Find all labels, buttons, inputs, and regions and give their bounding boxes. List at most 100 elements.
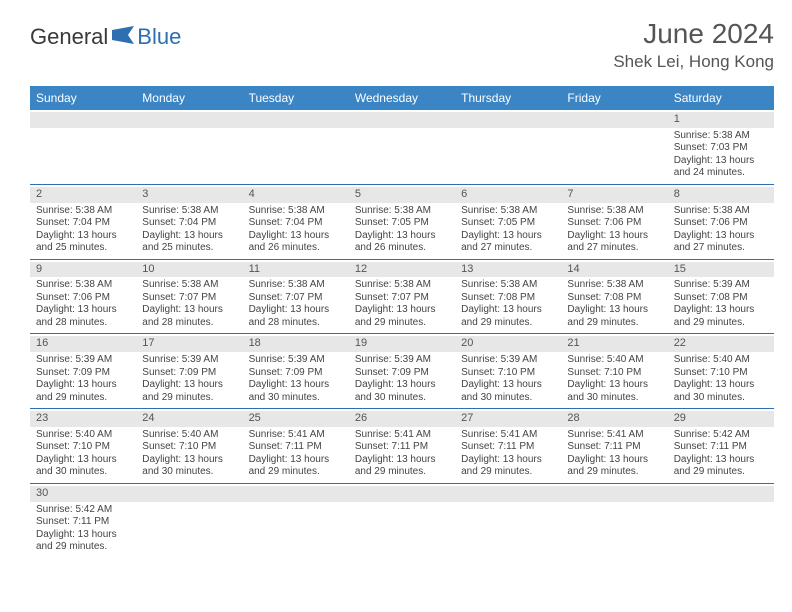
calendar-cell — [349, 110, 455, 184]
calendar-cell: 25 Sunrise: 5:41 AMSunset: 7:11 PMDayligh… — [243, 409, 349, 484]
day-number-empty — [349, 486, 455, 502]
day-header: Monday — [136, 86, 242, 110]
day-number: 16 — [30, 336, 136, 352]
day-info: Sunrise: 5:38 AMSunset: 7:07 PMDaylight:… — [355, 279, 449, 329]
header: General Blue June 2024 Shek Lei, Hong Ko… — [30, 18, 774, 72]
calendar-cell: 5 Sunrise: 5:38 AMSunset: 7:05 PMDaylight… — [349, 184, 455, 259]
day-header: Wednesday — [349, 86, 455, 110]
day-info: Sunrise: 5:40 AMSunset: 7:10 PMDaylight:… — [142, 429, 236, 479]
calendar-cell — [349, 483, 455, 557]
location: Shek Lei, Hong Kong — [613, 52, 774, 72]
day-number: 26 — [349, 411, 455, 427]
calendar-cell: 14Sunrise: 5:38 AMSunset: 7:08 PMDayligh… — [561, 259, 667, 334]
calendar-cell: 16Sunrise: 5:39 AMSunset: 7:09 PMDayligh… — [30, 334, 136, 409]
day-info: Sunrise: 5:38 AMSunset: 7:04 PMDaylight:… — [249, 205, 343, 255]
day-number: 7 — [561, 187, 667, 203]
day-number: 23 — [30, 411, 136, 427]
calendar-cell: 2Sunrise: 5:38 AMSunset: 7:04 PMDaylight… — [30, 184, 136, 259]
day-number-empty — [349, 112, 455, 128]
calendar-cell: 18 Sunrise: 5:39 AMSunset: 7:09 PMDayligh… — [243, 334, 349, 409]
calendar-cell — [136, 483, 242, 557]
day-info: Sunrise: 5:38 AMSunset: 7:08 PMDaylight:… — [461, 279, 555, 329]
day-number: 22 — [668, 336, 774, 352]
day-header: Friday — [561, 86, 667, 110]
day-info: Sunrise: 5:41 AMSunset: 7:11 PMDaylight:… — [249, 429, 343, 479]
header-right: June 2024 Shek Lei, Hong Kong — [613, 18, 774, 72]
day-number-empty — [455, 112, 561, 128]
calendar-cell: 6Sunrise: 5:38 AMSunset: 7:05 PMDaylight… — [455, 184, 561, 259]
day-header: Thursday — [455, 86, 561, 110]
day-info: Sunrise: 5:38 AMSunset: 7:07 PMDaylight:… — [142, 279, 236, 329]
flag-icon — [112, 26, 134, 49]
calendar-cell: 1 Sunrise: 5:38 AMSunset: 7:03 PMDaylight… — [668, 110, 774, 184]
calendar-cell: 26Sunrise: 5:41 AMSunset: 7:11 PMDayligh… — [349, 409, 455, 484]
day-number: 5 — [349, 187, 455, 203]
calendar-cell: 10Sunrise: 5:38 AMSunset: 7:07 PMDayligh… — [136, 259, 242, 334]
day-number-empty — [136, 486, 242, 502]
day-info: Sunrise: 5:38 AMSunset: 7:06 PMDaylight:… — [567, 205, 661, 255]
day-info: Sunrise: 5:39 AMSunset: 7:08 PMDaylight:… — [674, 279, 768, 329]
day-info: Sunrise: 5:38 AMSunset: 7:08 PMDaylight:… — [567, 279, 661, 329]
calendar-cell — [561, 110, 667, 184]
day-info: Sunrise: 5:41 AMSunset: 7:11 PMDaylight:… — [461, 429, 555, 479]
calendar-row: 1 Sunrise: 5:38 AMSunset: 7:03 PMDaylight… — [30, 110, 774, 184]
calendar-cell — [136, 110, 242, 184]
day-number: 13 — [455, 262, 561, 278]
day-number-empty — [136, 112, 242, 128]
calendar-cell: 28Sunrise: 5:41 AMSunset: 7:11 PMDayligh… — [561, 409, 667, 484]
day-info: Sunrise: 5:39 AMSunset: 7:09 PMDaylight:… — [249, 354, 343, 404]
day-info: Sunrise: 5:38 AMSunset: 7:06 PMDaylight:… — [36, 279, 130, 329]
calendar-cell: 11Sunrise: 5:38 AMSunset: 7:07 PMDayligh… — [243, 259, 349, 334]
day-header: Tuesday — [243, 86, 349, 110]
calendar-row: 23 Sunrise: 5:40 AMSunset: 7:10 PMDayligh… — [30, 409, 774, 484]
day-number: 1 — [668, 112, 774, 128]
day-number: 20 — [455, 336, 561, 352]
calendar-body: 1 Sunrise: 5:38 AMSunset: 7:03 PMDaylight… — [30, 110, 774, 558]
calendar-cell: 17Sunrise: 5:39 AMSunset: 7:09 PMDayligh… — [136, 334, 242, 409]
day-info: Sunrise: 5:40 AMSunset: 7:10 PMDaylight:… — [36, 429, 130, 479]
calendar-cell: 24Sunrise: 5:40 AMSunset: 7:10 PMDayligh… — [136, 409, 242, 484]
day-number: 19 — [349, 336, 455, 352]
calendar-cell: 9Sunrise: 5:38 AMSunset: 7:06 PMDaylight… — [30, 259, 136, 334]
day-info: Sunrise: 5:39 AMSunset: 7:10 PMDaylight:… — [461, 354, 555, 404]
calendar-cell — [243, 110, 349, 184]
calendar-cell: 3Sunrise: 5:38 AMSunset: 7:04 PMDaylight… — [136, 184, 242, 259]
day-number-empty — [243, 112, 349, 128]
day-info: Sunrise: 5:38 AMSunset: 7:04 PMDaylight:… — [36, 205, 130, 255]
calendar-cell: 4Sunrise: 5:38 AMSunset: 7:04 PMDaylight… — [243, 184, 349, 259]
calendar-row: 9Sunrise: 5:38 AMSunset: 7:06 PMDaylight… — [30, 259, 774, 334]
day-number: 11 — [243, 262, 349, 278]
day-number: 3 — [136, 187, 242, 203]
day-number: 28 — [561, 411, 667, 427]
calendar-cell — [561, 483, 667, 557]
day-info: Sunrise: 5:38 AMSunset: 7:05 PMDaylight:… — [355, 205, 449, 255]
day-number: 15 — [668, 262, 774, 278]
day-info: Sunrise: 5:42 AMSunset: 7:11 PMDaylight:… — [36, 504, 130, 554]
day-info: Sunrise: 5:38 AMSunset: 7:07 PMDaylight:… — [249, 279, 343, 329]
day-header-row: SundayMondayTuesdayWednesdayThursdayFrid… — [30, 86, 774, 110]
calendar-cell: 8Sunrise: 5:38 AMSunset: 7:06 PMDaylight… — [668, 184, 774, 259]
calendar-cell: 21Sunrise: 5:40 AMSunset: 7:10 PMDayligh… — [561, 334, 667, 409]
day-number: 30 — [30, 486, 136, 502]
calendar-cell: 12Sunrise: 5:38 AMSunset: 7:07 PMDayligh… — [349, 259, 455, 334]
day-number: 9 — [30, 262, 136, 278]
day-number: 14 — [561, 262, 667, 278]
calendar-cell: 30 Sunrise: 5:42 AMSunset: 7:11 PMDayligh… — [30, 483, 136, 557]
calendar-cell: 13Sunrise: 5:38 AMSunset: 7:08 PMDayligh… — [455, 259, 561, 334]
calendar-cell: 20 Sunrise: 5:39 AMSunset: 7:10 PMDayligh… — [455, 334, 561, 409]
calendar-cell: 15Sunrise: 5:39 AMSunset: 7:08 PMDayligh… — [668, 259, 774, 334]
logo-word1: General — [30, 24, 108, 50]
day-info: Sunrise: 5:38 AMSunset: 7:03 PMDaylight:… — [674, 130, 768, 180]
day-info: Sunrise: 5:40 AMSunset: 7:10 PMDaylight:… — [674, 354, 768, 404]
calendar-cell: 29Sunrise: 5:42 AMSunset: 7:11 PMDayligh… — [668, 409, 774, 484]
day-info: Sunrise: 5:38 AMSunset: 7:06 PMDaylight:… — [674, 205, 768, 255]
day-number: 25 — [243, 411, 349, 427]
day-number: 18 — [243, 336, 349, 352]
day-header: Saturday — [668, 86, 774, 110]
logo: General Blue — [30, 24, 181, 50]
day-number-empty — [30, 112, 136, 128]
day-header: Sunday — [30, 86, 136, 110]
calendar-cell: 7 Sunrise: 5:38 AMSunset: 7:06 PMDaylight… — [561, 184, 667, 259]
day-info: Sunrise: 5:38 AMSunset: 7:05 PMDaylight:… — [461, 205, 555, 255]
day-info: Sunrise: 5:39 AMSunset: 7:09 PMDaylight:… — [355, 354, 449, 404]
